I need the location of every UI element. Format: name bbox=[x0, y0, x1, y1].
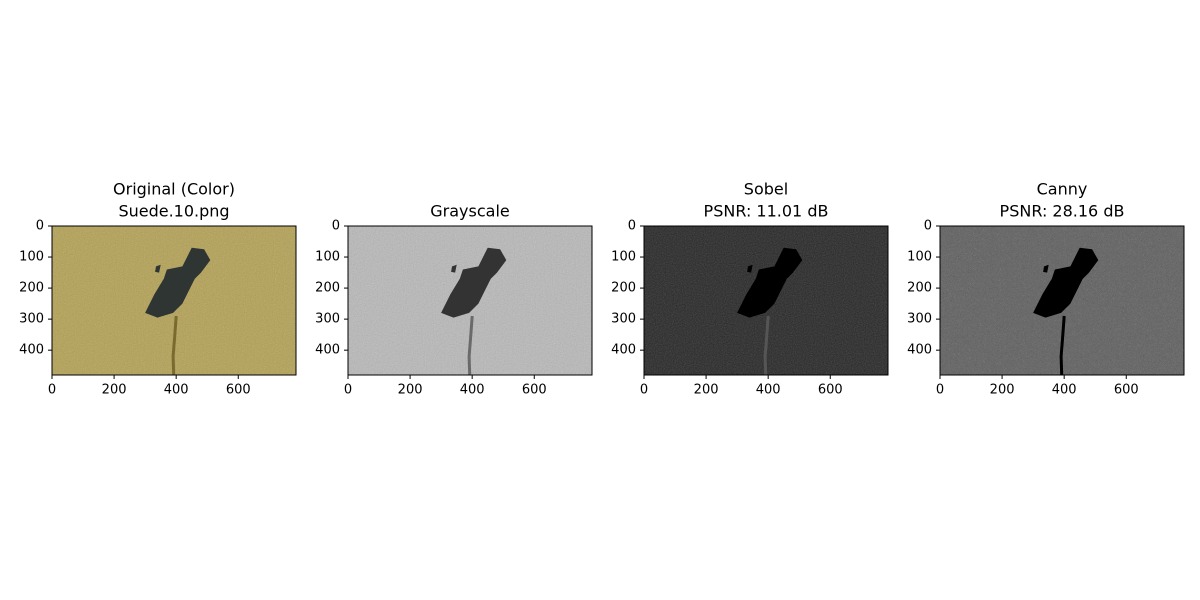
x-tick-label: 600 bbox=[1114, 383, 1139, 398]
y-tick-label: 300 bbox=[315, 312, 340, 327]
x-tick-label: 600 bbox=[522, 383, 547, 398]
image-hole-small bbox=[747, 264, 753, 273]
x-tick-label: 400 bbox=[756, 383, 781, 398]
x-tick-label: 200 bbox=[694, 383, 719, 398]
y-tick-label: 0 bbox=[36, 219, 44, 234]
axes-frame bbox=[51, 225, 297, 376]
image-hole bbox=[145, 247, 211, 318]
axes-title: Sobel bbox=[744, 180, 788, 199]
y-tick-label: 400 bbox=[19, 343, 44, 358]
y-tick-label: 0 bbox=[924, 219, 932, 234]
y-tick-label: 100 bbox=[19, 250, 44, 265]
image-crack bbox=[763, 315, 770, 376]
axes-title: Suede.10.png bbox=[118, 202, 229, 221]
y-tick-label: 200 bbox=[907, 281, 932, 296]
x-tick-label: 400 bbox=[1052, 383, 1077, 398]
axes-frame bbox=[939, 225, 1185, 376]
axes-frame bbox=[643, 225, 889, 376]
y-tick-label: 400 bbox=[315, 343, 340, 358]
y-tick-label: 200 bbox=[611, 281, 636, 296]
y-tick-label: 300 bbox=[611, 312, 636, 327]
x-tick-label: 400 bbox=[460, 383, 485, 398]
x-tick-label: 600 bbox=[226, 383, 251, 398]
x-tick-label: 200 bbox=[398, 383, 423, 398]
axes-title: PSNR: 11.01 dB bbox=[704, 202, 829, 221]
y-tick-label: 100 bbox=[315, 250, 340, 265]
axes-title: Original (Color) bbox=[113, 180, 235, 199]
image-hole bbox=[441, 247, 507, 318]
y-tick-label: 300 bbox=[19, 312, 44, 327]
y-tick-label: 300 bbox=[907, 312, 932, 327]
y-tick-label: 400 bbox=[907, 343, 932, 358]
image-panel: Sobel PSNR: 11.01 dB 0 200 400 600 0 100 200 300 4… bbox=[611, 180, 889, 398]
x-tick-label: 600 bbox=[818, 383, 843, 398]
image-hole bbox=[737, 247, 803, 318]
image-panel: Original (Color) Suede.10.png 0 200 400 600 0 1… bbox=[19, 180, 297, 398]
x-tick-label: 0 bbox=[640, 383, 648, 398]
y-tick-label: 200 bbox=[315, 281, 340, 296]
image-hole bbox=[1033, 247, 1099, 318]
image-hole-small bbox=[451, 264, 457, 273]
x-tick-label: 200 bbox=[990, 383, 1015, 398]
image-crack bbox=[171, 315, 178, 376]
x-tick-label: 0 bbox=[936, 383, 944, 398]
image-crack bbox=[467, 315, 474, 376]
axes-title: PSNR: 28.16 dB bbox=[1000, 202, 1125, 221]
x-tick-label: 0 bbox=[344, 383, 352, 398]
x-tick-label: 0 bbox=[48, 383, 56, 398]
y-tick-label: 400 bbox=[611, 343, 636, 358]
y-tick-label: 0 bbox=[628, 219, 636, 234]
image-hole-small bbox=[1043, 264, 1049, 273]
y-tick-label: 100 bbox=[611, 250, 636, 265]
y-tick-label: 100 bbox=[907, 250, 932, 265]
image-hole-small bbox=[155, 264, 161, 273]
image-crack bbox=[1059, 315, 1066, 376]
x-tick-label: 400 bbox=[164, 383, 189, 398]
x-tick-label: 200 bbox=[102, 383, 127, 398]
y-tick-label: 200 bbox=[19, 281, 44, 296]
image-panel: Grayscale 0 200 400 600 0 100 200 300 400 bbox=[315, 202, 593, 398]
axes-title: Canny bbox=[1037, 180, 1088, 199]
image-panel: Canny PSNR: 28.16 dB 0 200 400 600 0 100 200 300 4… bbox=[907, 180, 1185, 398]
y-tick-label: 0 bbox=[332, 219, 340, 234]
axes-title: Grayscale bbox=[430, 202, 509, 221]
axes-frame bbox=[347, 225, 593, 376]
